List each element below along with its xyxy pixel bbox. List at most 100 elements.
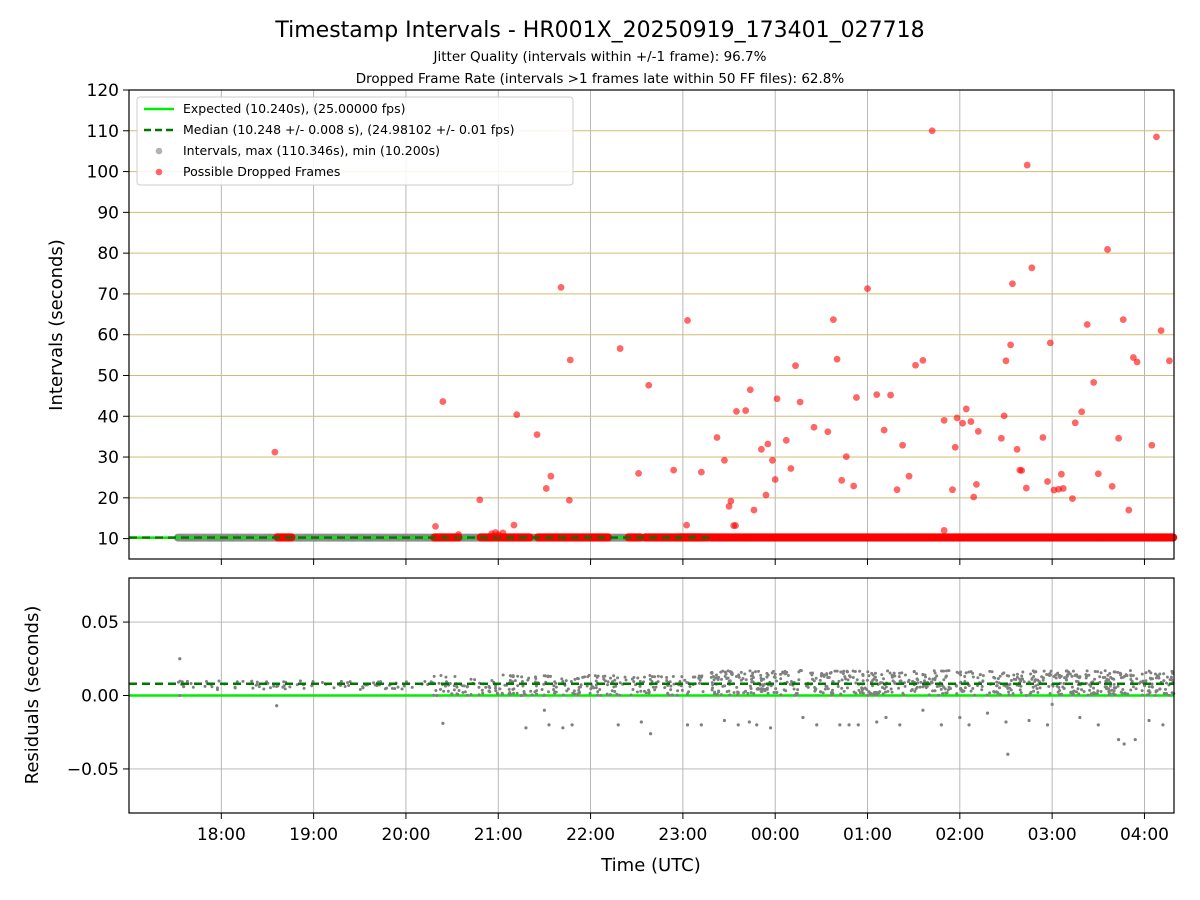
dropped-frame-point <box>887 391 894 399</box>
residual-point <box>744 689 748 693</box>
residual-point <box>748 669 752 673</box>
residual-point <box>1082 689 1086 693</box>
residual-point <box>944 674 948 678</box>
dropped-frame-point <box>566 356 574 364</box>
residual-point <box>410 685 414 689</box>
residual-point <box>963 680 967 684</box>
residual-point <box>723 674 727 678</box>
residual-point <box>1129 673 1133 677</box>
residual-point <box>839 692 843 696</box>
residual-point <box>429 680 433 684</box>
residual-point <box>988 669 992 673</box>
residual-point <box>1024 693 1028 697</box>
residual-point <box>480 688 484 692</box>
dropped-frame-point <box>565 496 573 504</box>
residual-point <box>1121 688 1125 692</box>
residual-point <box>756 687 760 691</box>
residual-point <box>373 683 377 687</box>
bottom-xtick-label: 22:00 <box>566 825 615 845</box>
top-ytick-label: 120 <box>87 81 119 101</box>
residual-point <box>752 691 756 695</box>
dropped-frame-point <box>1115 434 1123 442</box>
residual-point <box>512 687 516 691</box>
dropped-frame-point <box>684 317 691 324</box>
residual-point <box>675 693 679 697</box>
residual-point <box>533 675 537 679</box>
residual-point <box>697 676 701 680</box>
residual-point <box>881 692 885 696</box>
residual-point <box>1105 677 1109 681</box>
residual-point <box>204 679 208 683</box>
residual-point <box>697 681 701 685</box>
residual-point <box>969 689 973 693</box>
residual-point <box>1113 686 1117 690</box>
residual-point <box>530 693 534 697</box>
residual-point <box>554 681 558 685</box>
dropped-frame-point <box>782 436 790 444</box>
bottom-xtick-label: 04:00 <box>1120 825 1169 845</box>
residual-point <box>310 684 314 688</box>
residual-point <box>749 691 753 695</box>
residual-point <box>739 670 743 674</box>
residual-point <box>1011 692 1015 696</box>
residual-point <box>564 679 568 683</box>
residual-point <box>918 685 922 689</box>
residual-point <box>954 684 958 688</box>
residual-point <box>964 671 968 675</box>
residual-point <box>813 686 817 690</box>
chart-title: Timestamp Intervals - HR001X_20250919_17… <box>274 18 924 43</box>
residual-point <box>925 684 929 688</box>
residual-point <box>851 675 855 679</box>
dropped-frame-point <box>1148 441 1156 449</box>
residual-point <box>561 693 565 697</box>
dropped-frame-point <box>455 531 462 538</box>
dropped-frame-point <box>810 423 818 431</box>
residual-point <box>651 685 655 689</box>
residual-point <box>1129 688 1133 692</box>
dropped-frame-point <box>850 482 858 490</box>
dropped-frame-point <box>787 465 795 472</box>
residual-point <box>598 688 602 692</box>
residual-point <box>1056 671 1060 675</box>
residual-point <box>217 679 221 683</box>
residual-point <box>490 678 494 682</box>
residual-outlier-point <box>875 720 879 724</box>
residual-point <box>1032 689 1036 693</box>
residual-point <box>272 684 276 688</box>
residual-outlier-point <box>898 723 902 727</box>
residual-point <box>902 693 906 697</box>
residual-point <box>1150 677 1154 681</box>
residual-point <box>203 684 207 688</box>
residual-point <box>936 684 940 688</box>
dropped-frame-point <box>940 527 948 534</box>
residual-point <box>576 677 580 681</box>
residual-point <box>592 686 596 690</box>
residual-point <box>990 670 994 674</box>
dropped-frame-point <box>773 395 781 403</box>
chart-subtitle-jitter: Jitter Quality (intervals within +/-1 fr… <box>433 49 767 65</box>
residual-point <box>697 674 701 678</box>
residual-point <box>1109 675 1113 679</box>
residual-outlier-point <box>856 723 860 727</box>
residual-point <box>549 674 553 678</box>
residual-point <box>1162 691 1166 695</box>
residual-point <box>873 675 877 679</box>
residual-outlier-point <box>1045 723 1050 727</box>
residual-point <box>995 680 999 684</box>
residual-point <box>608 693 612 697</box>
residual-point <box>1143 684 1147 688</box>
residual-point <box>251 686 255 690</box>
residual-point <box>594 686 598 690</box>
dropped-frame-point <box>864 285 871 293</box>
residual-point <box>772 691 776 695</box>
residual-point <box>546 674 550 678</box>
dropped-frame-point <box>912 361 919 369</box>
residual-point <box>1106 673 1110 677</box>
residual-point <box>566 687 570 691</box>
residual-point <box>437 681 441 685</box>
dropped-frame-point <box>733 407 740 415</box>
residual-point <box>1088 688 1092 692</box>
residual-point <box>1032 675 1036 679</box>
residual-point <box>1077 692 1081 696</box>
residual-point <box>1101 675 1105 679</box>
